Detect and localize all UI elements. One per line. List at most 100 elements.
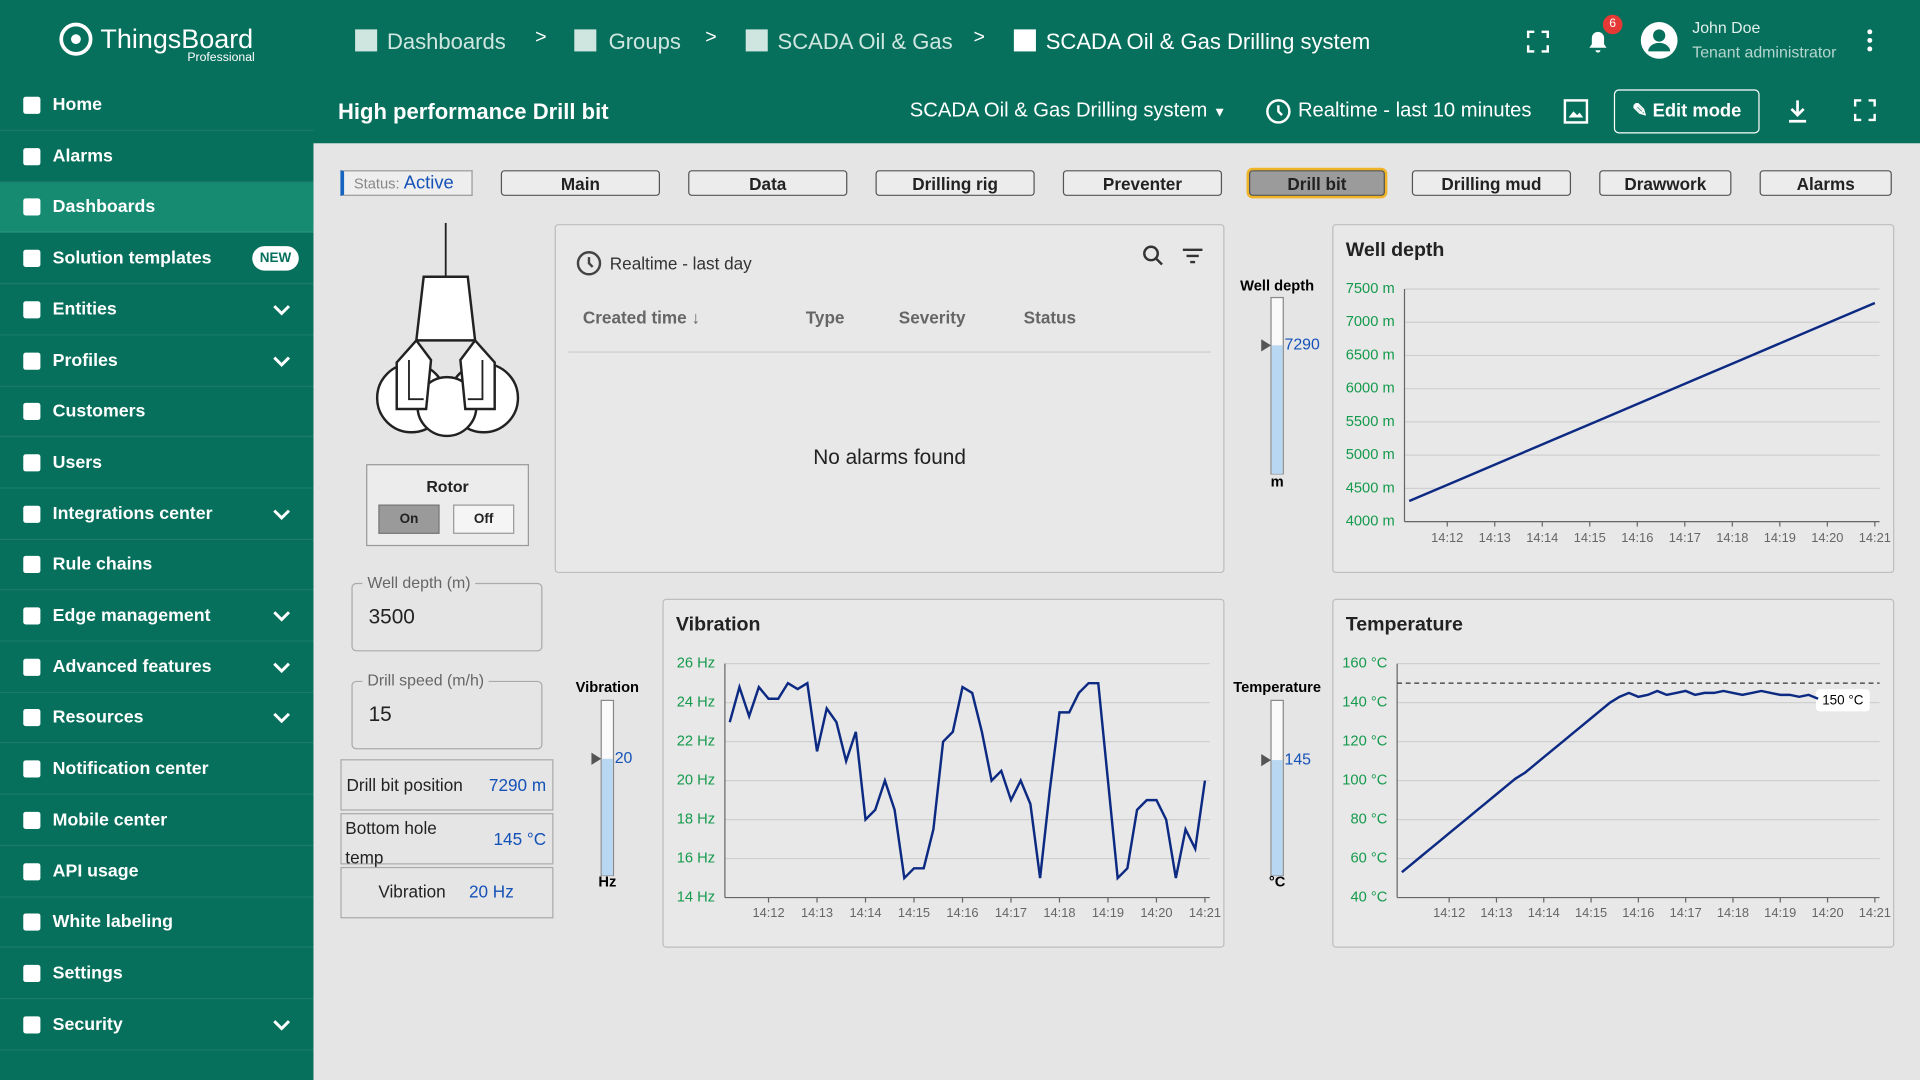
nav-item[interactable]: Alarms xyxy=(0,132,314,183)
nav-label[interactable]: Solution templates xyxy=(52,248,212,269)
nav-label[interactable]: Resources xyxy=(52,708,144,728)
breadcrumb-label[interactable]: Dashboards xyxy=(386,29,506,54)
nav-item[interactable]: Solution templates NEW xyxy=(0,234,314,285)
column-header[interactable]: Status xyxy=(1023,307,1077,327)
nav-item[interactable]: API usage xyxy=(0,847,314,897)
nav-icon xyxy=(23,249,41,268)
clock-icon[interactable] xyxy=(576,250,603,277)
chevron[interactable] xyxy=(272,353,292,368)
bell-icon[interactable] xyxy=(1584,27,1611,56)
chevron[interactable] xyxy=(272,711,292,726)
readout-value: 20 Hz xyxy=(468,881,514,902)
download-icon[interactable] xyxy=(1785,98,1809,125)
nav-label[interactable]: Profiles xyxy=(52,350,118,371)
nav-item[interactable]: White labeling xyxy=(0,898,314,948)
nav-label[interactable]: Rule chains xyxy=(52,555,153,575)
avatar[interactable] xyxy=(1640,21,1679,60)
column-label[interactable]: Created time xyxy=(582,307,687,327)
search-icon[interactable] xyxy=(1141,244,1165,268)
nav-item[interactable]: Notification center xyxy=(0,745,314,795)
breadcrumb-label[interactable]: SCADA Oil & Gas xyxy=(777,29,953,54)
timewindow[interactable]: Realtime - last 10 minutes xyxy=(1297,99,1532,122)
nav-item[interactable]: Home xyxy=(0,81,314,132)
nav-button[interactable]: Drilling rig xyxy=(875,170,1035,196)
nav-label[interactable]: Customers xyxy=(52,401,146,422)
x-tick-label: 14:21 xyxy=(1859,530,1891,545)
dashboard-title: High performance Drill bit xyxy=(337,99,609,124)
nav-button[interactable]: Alarms xyxy=(1759,170,1892,196)
edit-button[interactable]: ✎ Edit mode xyxy=(1613,89,1760,134)
chevron[interactable] xyxy=(272,1017,292,1032)
nav-item[interactable]: Dashboards xyxy=(0,182,314,234)
clock-icon[interactable] xyxy=(1265,98,1292,125)
alarm-timewindow[interactable]: Realtime - last day xyxy=(609,253,752,274)
nav-label[interactable]: Dashboards xyxy=(52,197,156,218)
nav-item[interactable]: Advanced features xyxy=(0,642,314,693)
rotor-box: Rotor On Off xyxy=(366,464,529,547)
breadcrumb-label[interactable]: SCADA Oil & Gas Drilling system xyxy=(1045,29,1371,54)
chart-panel: Well depth xyxy=(1332,224,1895,574)
nav-label[interactable]: Advanced features xyxy=(52,657,212,677)
nav-label[interactable]: Security xyxy=(52,1014,123,1035)
chevron[interactable] xyxy=(272,609,292,624)
nav-button[interactable]: Drawwork xyxy=(1599,170,1732,196)
input-value[interactable]: 15 xyxy=(368,702,392,727)
nav-label[interactable]: Entities xyxy=(52,299,117,320)
nav-button[interactable]: Preventer xyxy=(1062,170,1223,196)
nav-item[interactable]: Rule chains xyxy=(0,540,314,591)
gauge-unit: m xyxy=(1271,474,1284,490)
chevron[interactable] xyxy=(272,660,292,675)
column-header[interactable]: Type xyxy=(805,307,845,327)
nav-label[interactable]: Mobile center xyxy=(52,810,168,830)
x-tick-label: 14:18 xyxy=(1716,530,1748,545)
nav-item[interactable]: Customers xyxy=(0,387,314,438)
dashboard-select[interactable]: SCADA Oil & Gas Drilling system ▼ xyxy=(909,99,1227,122)
nav-label[interactable]: Alarms xyxy=(52,146,113,167)
nav-label[interactable]: Notification center xyxy=(52,759,209,779)
breadcrumb[interactable]: Groups xyxy=(574,29,681,55)
nav-label[interactable]: Settings xyxy=(52,963,123,984)
nav-item[interactable]: Users xyxy=(0,438,314,489)
nav-button[interactable]: Drilling mud xyxy=(1411,170,1572,196)
breadcrumb[interactable]: Dashboards xyxy=(355,29,506,55)
nav-label[interactable]: Integrations center xyxy=(52,503,213,524)
readout-label: Vibration xyxy=(378,881,446,902)
nav-label[interactable]: API usage xyxy=(52,861,139,882)
y-tick-label: 26 Hz xyxy=(677,656,715,672)
edit-label[interactable]: Edit mode xyxy=(1652,100,1742,122)
chevron[interactable] xyxy=(272,506,292,521)
fullscreen-icon[interactable] xyxy=(1526,29,1550,53)
breadcrumb-label[interactable]: Groups xyxy=(608,29,681,54)
nav-label[interactable]: White labeling xyxy=(52,912,173,933)
nav-item[interactable]: Settings xyxy=(0,949,314,1000)
nav-item[interactable]: Resources xyxy=(0,694,314,744)
fullscreen-icon[interactable] xyxy=(1853,99,1876,122)
nav-label[interactable]: Users xyxy=(52,452,103,473)
select-label[interactable]: SCADA Oil & Gas Drilling system xyxy=(909,99,1208,122)
input-value[interactable]: 3500 xyxy=(368,604,415,629)
chevron[interactable] xyxy=(272,302,292,317)
nav-button[interactable]: Data xyxy=(688,170,848,196)
off-button[interactable]: Off xyxy=(453,504,515,534)
breadcrumb[interactable]: SCADA Oil & Gas xyxy=(745,29,953,55)
column-header[interactable]: Severity xyxy=(898,307,966,327)
menu-icon[interactable] xyxy=(1861,27,1878,54)
breadcrumb[interactable]: SCADA Oil & Gas Drilling system xyxy=(1013,29,1371,55)
image-icon[interactable] xyxy=(1562,98,1589,125)
nav-label[interactable]: Home xyxy=(52,95,102,116)
x-tick-label: 14:14 xyxy=(1526,530,1558,545)
nav-item[interactable]: Mobile center xyxy=(0,796,314,846)
on-button[interactable]: On xyxy=(378,504,440,534)
nav-button[interactable]: Drill bit xyxy=(1248,170,1385,196)
x-tick-label: 14:16 xyxy=(946,905,978,920)
nav-item[interactable]: Edge management xyxy=(0,591,314,642)
nav-item[interactable]: Entities xyxy=(0,285,314,336)
nav-item[interactable]: Integrations center xyxy=(0,489,314,540)
nav-item[interactable]: Profiles xyxy=(0,336,314,387)
nav-item[interactable]: Security xyxy=(0,1000,314,1051)
gauge-fill xyxy=(601,758,613,876)
nav-button[interactable]: Main xyxy=(500,170,660,196)
column-header[interactable]: Created time ↓ xyxy=(582,307,701,327)
nav-label[interactable]: Edge management xyxy=(52,606,211,626)
filter-icon[interactable] xyxy=(1180,244,1204,268)
